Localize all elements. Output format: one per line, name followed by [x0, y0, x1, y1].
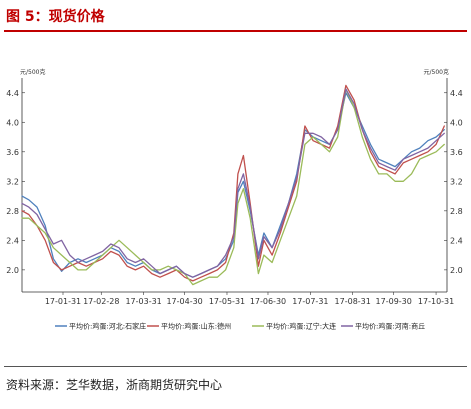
- chart-axes: 元/500克 元/500克 2.0 2.0 2.4 2.4 2.8 2.8 3.2 3.2 3.6 3…: [6, 68, 462, 306]
- chart-area: 元/500克 元/500克 2.0 2.0 2.4 2.4 2.8 2.8 3.2 3.2 3.6 3…: [0, 34, 471, 364]
- y-tick-label-right: 2.4: [450, 236, 463, 245]
- x-tick-label: 17-08-31: [335, 297, 371, 306]
- legend-label-3: 平均价:鸡蛋:辽宁:大连: [266, 322, 336, 331]
- series-line-3: [21, 88, 445, 286]
- y-tick-label-left: 4.4: [6, 89, 19, 98]
- y-unit-left: 元/500克: [20, 68, 45, 76]
- y-tick-label-right: 2.0: [450, 266, 463, 275]
- source-rule: [4, 366, 467, 367]
- y-tick-label-left: 2.0: [6, 266, 19, 275]
- title-rule: [4, 30, 467, 32]
- x-tick-label: 17-01-31: [45, 297, 81, 306]
- y-unit-right: 元/500克: [424, 68, 449, 76]
- x-tick-label: 17-07-31: [292, 297, 328, 306]
- y-tick-label-left: 3.2: [6, 177, 19, 186]
- y-tick-label-left: 2.4: [6, 236, 19, 245]
- figure-title: 图 5：现货价格: [6, 9, 105, 25]
- y-tick-label-right: 3.6: [450, 148, 463, 157]
- series-line-4: [21, 88, 445, 278]
- legend-label-1: 平均价:鸡蛋:河北:石家庄: [69, 322, 146, 331]
- x-tick-label: 17-10-31: [418, 297, 454, 306]
- source-note: 资料来源：芝华数据，浙商期货研究中心: [6, 378, 223, 392]
- line-chart: 元/500克 元/500克 2.0 2.0 2.4 2.4 2.8 2.8 3.2 3.2 3.6 3…: [6, 68, 462, 331]
- y-tick-label-left: 4.0: [6, 118, 19, 127]
- legend-label-2: 平均价:鸡蛋:山东:德州: [161, 322, 231, 331]
- x-tick-label: 17-05-31: [209, 297, 245, 306]
- y-tick-label-right: 3.2: [450, 177, 463, 186]
- legend-label-4: 平均价:鸡蛋:河南:商丘: [355, 322, 425, 331]
- series-line-2: [21, 84, 445, 282]
- x-tick-label: 17-04-30: [166, 297, 202, 306]
- chart-legend: 平均价:鸡蛋:河北:石家庄 平均价:鸡蛋:山东:德州 平均价:鸡蛋:辽宁:大连 平均价…: [55, 322, 425, 331]
- y-tick-label-left: 3.6: [6, 148, 19, 157]
- y-tick-label-right: 4.0: [450, 118, 463, 127]
- y-tick-label-right: 2.8: [450, 207, 463, 216]
- x-tick-label: 17-06-30: [250, 297, 286, 306]
- x-tick-label: 17-02-28: [83, 297, 119, 306]
- x-tick-label: 17-09-30: [376, 297, 412, 306]
- chart-series: [21, 84, 445, 286]
- y-tick-label-left: 2.8: [6, 207, 19, 216]
- x-tick-label: 17-03-31: [125, 297, 161, 306]
- y-tick-label-right: 4.4: [450, 89, 463, 98]
